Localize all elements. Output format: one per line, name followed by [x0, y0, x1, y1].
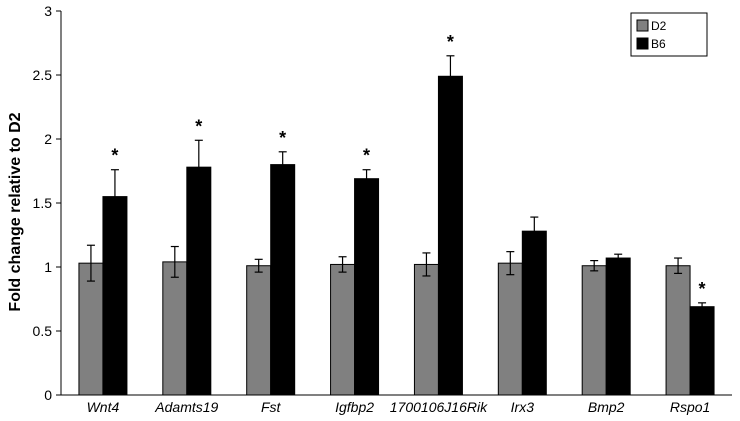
y-tick-label: 2.5: [33, 67, 53, 83]
bar-d2-wnt4: [78, 262, 104, 396]
bar-b6-igfbp2: [354, 178, 380, 396]
axes: [60, 11, 732, 396]
bar-b6-irx3: [521, 230, 547, 396]
y-ticks: 0 0.5 1 1.5 2 2.5 3: [33, 3, 61, 403]
y-tick-label: 1.5: [33, 195, 53, 211]
category-labels: Wnt4 Adamts19 Fst Igfbp2 1700106J16Rik Irx3 Bm…: [87, 399, 711, 415]
bar-b6-1700106j16rik: [437, 75, 463, 396]
legend-label-d2: D2: [651, 19, 667, 33]
category-label: Irx3: [511, 399, 535, 415]
bar-b6-rspo1: [689, 306, 715, 396]
category-label: 1700106J16Rik: [390, 399, 488, 415]
bar-b6-adamts19: [186, 166, 212, 396]
category-label: Rspo1: [670, 399, 710, 415]
bar-b6-fst: [270, 164, 296, 396]
significance-star: *: [111, 146, 118, 166]
significance-star: *: [363, 146, 370, 166]
bar-d2-rspo1: [665, 265, 691, 396]
y-tick-label: 0.5: [33, 323, 53, 339]
bar-b6-wnt4: [102, 196, 128, 396]
bar-d2-irx3: [497, 262, 523, 396]
bar-d2-fst: [246, 265, 272, 396]
legend-swatch-d2: [636, 19, 649, 32]
bar-d2-igfbp2: [330, 263, 356, 396]
legend-swatch-b6: [636, 37, 649, 50]
legend: D2 B6: [630, 12, 708, 57]
category-label: Bmp2: [588, 399, 625, 415]
error-bars: [86, 55, 707, 312]
bar-d2-bmp2: [581, 265, 607, 396]
y-tick-label: 1: [44, 259, 52, 275]
significance-star: *: [195, 116, 202, 136]
category-label: Igfbp2: [335, 399, 374, 415]
significance-star: *: [447, 32, 454, 52]
y-axis-label: Fold change relative to D2: [7, 112, 24, 311]
bar-d2-adamts19: [162, 261, 188, 396]
bar-d2-1700106j16rik: [413, 263, 439, 396]
significance-star: *: [279, 128, 286, 148]
category-label: Wnt4: [87, 399, 120, 415]
legend-label-b6: B6: [651, 37, 666, 51]
significance-marks: * * * * * *: [111, 32, 705, 299]
category-label: Fst: [261, 399, 282, 415]
y-tick-label: 0: [44, 387, 52, 403]
bars: [78, 75, 715, 396]
y-tick-label: 2: [44, 131, 52, 147]
significance-star: *: [699, 279, 706, 299]
bar-b6-bmp2: [605, 257, 631, 396]
y-tick-label: 3: [44, 3, 52, 19]
category-label: Adamts19: [154, 399, 218, 415]
